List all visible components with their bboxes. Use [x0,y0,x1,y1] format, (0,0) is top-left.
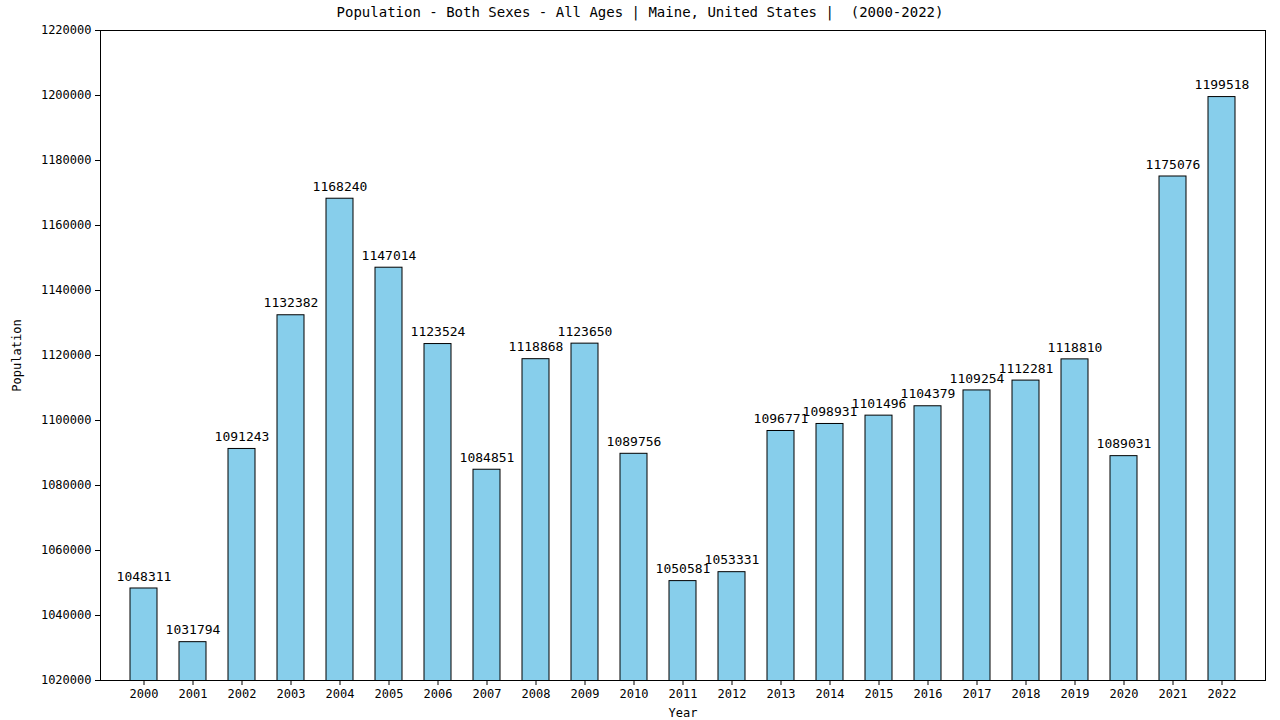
svg-text:2013: 2013 [767,687,796,701]
svg-text:2003: 2003 [277,687,306,701]
svg-text:1175076: 1175076 [1146,157,1201,172]
svg-text:1180000: 1180000 [41,153,92,167]
svg-text:2012: 2012 [718,687,747,701]
svg-text:1120000: 1120000 [41,348,92,362]
svg-text:2010: 2010 [620,687,649,701]
svg-text:2001: 2001 [179,687,208,701]
svg-text:1140000: 1140000 [41,283,92,297]
svg-text:1084851: 1084851 [460,450,515,465]
svg-text:1168240: 1168240 [313,179,368,194]
svg-text:1060000: 1060000 [41,543,92,557]
svg-text:2002: 2002 [228,687,257,701]
svg-text:2017: 2017 [963,687,992,701]
svg-text:1118868: 1118868 [509,339,564,354]
svg-text:1089756: 1089756 [607,434,662,449]
svg-text:1080000: 1080000 [41,478,92,492]
svg-text:1132382: 1132382 [264,295,319,310]
svg-text:2020: 2020 [1110,687,1139,701]
svg-text:1048311: 1048311 [117,569,172,584]
svg-text:1101496: 1101496 [852,396,907,411]
svg-text:2000: 2000 [130,687,159,701]
svg-text:2008: 2008 [522,687,551,701]
svg-text:1100000: 1100000 [41,413,92,427]
svg-text:2009: 2009 [571,687,600,701]
svg-text:1118810: 1118810 [1048,340,1103,355]
svg-text:2018: 2018 [1012,687,1041,701]
svg-text:1031794: 1031794 [166,622,221,637]
svg-text:1112281: 1112281 [999,361,1054,376]
svg-text:2005: 2005 [375,687,404,701]
svg-text:1160000: 1160000 [41,218,92,232]
svg-text:2022: 2022 [1208,687,1237,701]
svg-text:1091243: 1091243 [215,429,270,444]
svg-text:2011: 2011 [669,687,698,701]
svg-text:2021: 2021 [1159,687,1188,701]
svg-text:2006: 2006 [424,687,453,701]
svg-text:1089031: 1089031 [1097,436,1152,451]
svg-text:1050581: 1050581 [656,561,711,576]
svg-text:2019: 2019 [1061,687,1090,701]
svg-text:2015: 2015 [865,687,894,701]
svg-text:2004: 2004 [326,687,355,701]
svg-text:2016: 2016 [914,687,943,701]
svg-text:1096771: 1096771 [754,411,809,426]
svg-text:1104379: 1104379 [901,386,956,401]
svg-text:1053331: 1053331 [705,552,760,567]
svg-text:1147014: 1147014 [362,248,417,263]
svg-text:1199518: 1199518 [1195,77,1250,92]
svg-text:Year: Year [669,706,698,720]
svg-text:2014: 2014 [816,687,845,701]
svg-text:1040000: 1040000 [41,608,92,622]
svg-text:1123650: 1123650 [558,324,613,339]
svg-text:1109254: 1109254 [950,371,1005,386]
svg-text:2007: 2007 [473,687,502,701]
svg-text:1220000: 1220000 [41,23,92,37]
svg-text:Population: Population [10,319,24,391]
svg-text:1200000: 1200000 [41,88,92,102]
svg-text:1098931: 1098931 [803,404,858,419]
svg-text:1123524: 1123524 [411,324,466,339]
html-text:Population - Both Sexes - All: Population - Both Sexes - All Ages | Mai… [336,4,944,20]
svg-text:1020000: 1020000 [41,673,92,687]
